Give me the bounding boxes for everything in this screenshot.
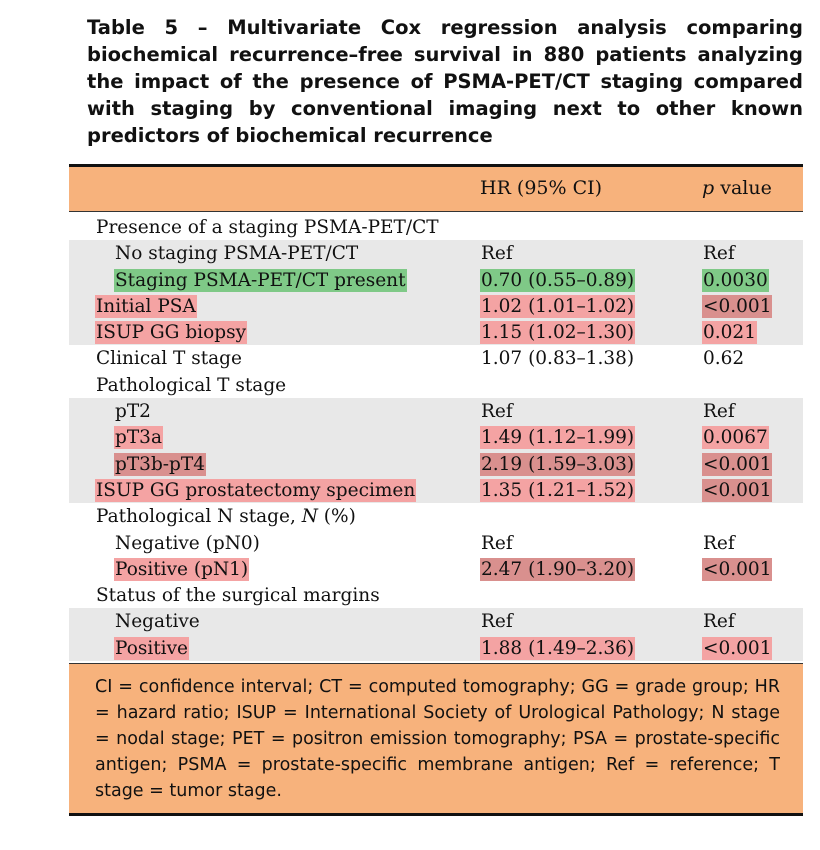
row-hr: 1.15 (1.02–1.30) <box>480 321 636 345</box>
row-label: pT2 <box>115 401 151 423</box>
table-row: Status of the surgical margins <box>69 582 803 608</box>
table-row: Pathological N stage, N (%) <box>69 503 803 529</box>
row-p-value: 0.0030 <box>702 268 769 292</box>
table-row: Initial PSA 1.02 (1.01–1.02) <0.001 <box>69 292 803 320</box>
table-row: pT2 Ref Ref <box>69 398 803 425</box>
row-hr: 1.02 (1.01–1.02) <box>480 294 636 318</box>
row-p-value: <0.001 <box>702 294 773 318</box>
row-label: ISUP GG biopsy <box>95 321 248 345</box>
row-p-value: 0.0067 <box>702 426 769 450</box>
row-label: pT3b-pT4 <box>114 452 206 476</box>
header-p-rest: value <box>714 177 772 199</box>
table-row: Negative Ref Ref <box>69 608 803 635</box>
label-text: Pathological N stage, <box>96 506 302 528</box>
row-p-value: Ref <box>703 401 735 423</box>
table-row: ISUP GG prostatectomy specimen 1.35 (1.2… <box>69 476 803 504</box>
top-rule <box>69 164 803 167</box>
row-hr: 2.47 (1.90–3.20) <box>480 557 636 581</box>
row-label: Negative <box>115 611 200 633</box>
bottom-rule <box>69 813 803 816</box>
row-p-value: Ref <box>703 532 735 554</box>
row-label: Presence of a staging PSMA-PET/CT <box>96 217 439 238</box>
row-hr: 2.19 (1.59–3.03) <box>480 452 636 476</box>
row-label: Status of the surgical margins <box>96 585 380 607</box>
header-hr-column: HR (95% CI) <box>480 177 603 199</box>
row-p-value: <0.001 <box>702 452 773 476</box>
row-hr: 1.49 (1.12–1.99) <box>480 426 636 450</box>
row-p-value: <0.001 <box>702 557 773 581</box>
regression-table: Presence of a staging PSMA-PET/CT No sta… <box>69 214 803 662</box>
table-caption: Table 5 – Multivariate Cox regression an… <box>87 16 803 147</box>
row-hr: Ref <box>481 401 513 423</box>
row-label: Staging PSMA-PET/CT present <box>114 268 407 292</box>
table-row: Pathological T stage <box>69 372 803 398</box>
header-p-value-column: p value <box>702 177 772 199</box>
table-row: Staging PSMA-PET/CT present 0.70 (0.55–0… <box>69 266 803 293</box>
row-label: Clinical T stage <box>96 348 242 370</box>
table-row: No staging PSMA-PET/CT Ref Ref <box>69 240 803 267</box>
row-hr: 0.70 (0.55–0.89) <box>480 268 636 292</box>
row-p-value: 0.62 <box>703 348 745 370</box>
row-label: No staging PSMA-PET/CT <box>115 243 359 265</box>
table-row: pT3b-pT4 2.19 (1.59–3.03) <0.001 <box>69 450 803 477</box>
row-hr: Ref <box>481 532 513 554</box>
footnote-text: CI = confidence interval; CT = computed … <box>95 677 780 801</box>
row-p-value: <0.001 <box>702 636 773 660</box>
row-label: pT3a <box>114 426 163 450</box>
row-hr: Ref <box>481 243 513 265</box>
row-hr: 1.88 (1.49–2.36) <box>480 636 636 660</box>
header-p-italic: p <box>702 177 715 199</box>
row-p-value: 0.021 <box>702 321 757 345</box>
table-row: Positive 1.88 (1.49–2.36) <0.001 <box>69 634 803 662</box>
table-row: Presence of a staging PSMA-PET/CT <box>69 214 803 240</box>
row-label: Positive <box>114 636 189 660</box>
row-hr: Ref <box>481 611 513 633</box>
row-p-value: <0.001 <box>702 478 773 502</box>
row-p-value: Ref <box>703 243 735 265</box>
table-row: pT3a 1.49 (1.12–1.99) 0.0067 <box>69 424 803 451</box>
table-footnote: CI = confidence interval; CT = computed … <box>69 663 803 814</box>
table-header: HR (95% CI) p value <box>69 167 803 212</box>
row-p-value: Ref <box>703 611 735 633</box>
row-hr: 1.07 (0.83–1.38) <box>481 348 635 370</box>
label-text: (%) <box>317 506 356 528</box>
row-label: Pathological T stage <box>96 374 287 396</box>
table-row: Clinical T stage 1.07 (0.83–1.38) 0.62 <box>69 345 803 371</box>
row-label: Positive (pN1) <box>114 557 250 581</box>
row-label: Negative (pN0) <box>115 532 260 554</box>
label-italic: N <box>301 506 318 528</box>
row-label: ISUP GG prostatectomy specimen <box>95 478 417 502</box>
row-label: Pathological N stage, N (%) <box>95 505 357 528</box>
row-label: Initial PSA <box>95 294 197 318</box>
table-row: Negative (pN0) Ref Ref <box>69 530 803 556</box>
row-hr: 1.35 (1.21–1.52) <box>480 478 636 502</box>
table-row: Positive (pN1) 2.47 (1.90–3.20) <0.001 <box>69 556 803 582</box>
table-row: ISUP GG biopsy 1.15 (1.02–1.30) 0.021 <box>69 319 803 346</box>
